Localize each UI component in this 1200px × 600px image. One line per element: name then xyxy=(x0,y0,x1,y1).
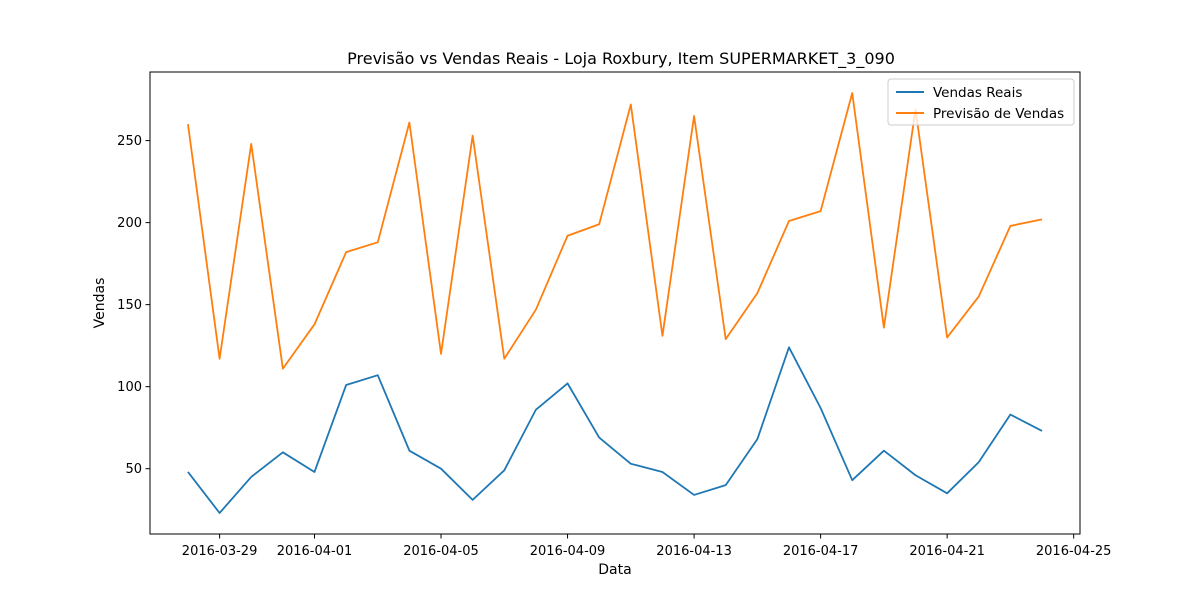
x-tick-label: 2016-04-17 xyxy=(783,544,859,559)
x-axis-label: Data xyxy=(598,562,631,578)
x-tick-label: 2016-04-13 xyxy=(656,544,732,559)
y-tick-label: 200 xyxy=(117,216,142,231)
x-tick-label: 2016-04-25 xyxy=(1036,544,1112,559)
plot-frame xyxy=(149,71,1081,535)
x-tick-label: 2016-04-21 xyxy=(909,544,985,559)
chart-title: Previsão vs Vendas Reais - Loja Roxbury,… xyxy=(347,49,895,69)
plot-area: 2016-03-29 2016-04-01 2016-04-05 2016-04-09… xyxy=(117,71,1112,559)
legend-label-1: Vendas Reais xyxy=(933,85,1022,101)
legend-label-2: Previsão de Vendas xyxy=(933,106,1064,122)
x-tick-label: 2016-03-29 xyxy=(182,544,258,559)
x-tick-label: 2016-04-05 xyxy=(403,544,479,559)
x-tick-label: 2016-04-01 xyxy=(277,544,353,559)
y-tick-label: 250 xyxy=(117,134,142,149)
legend-box xyxy=(887,78,1075,126)
y-tick-label: 100 xyxy=(117,380,142,395)
x-tick-label: 2016-04-09 xyxy=(530,544,606,559)
y-axis-label: Vendas xyxy=(92,278,108,329)
series-line-2 xyxy=(187,92,1043,370)
series-line-1 xyxy=(187,346,1043,514)
y-tick-label: 150 xyxy=(117,298,142,313)
y-tick-label: 50 xyxy=(125,462,142,477)
